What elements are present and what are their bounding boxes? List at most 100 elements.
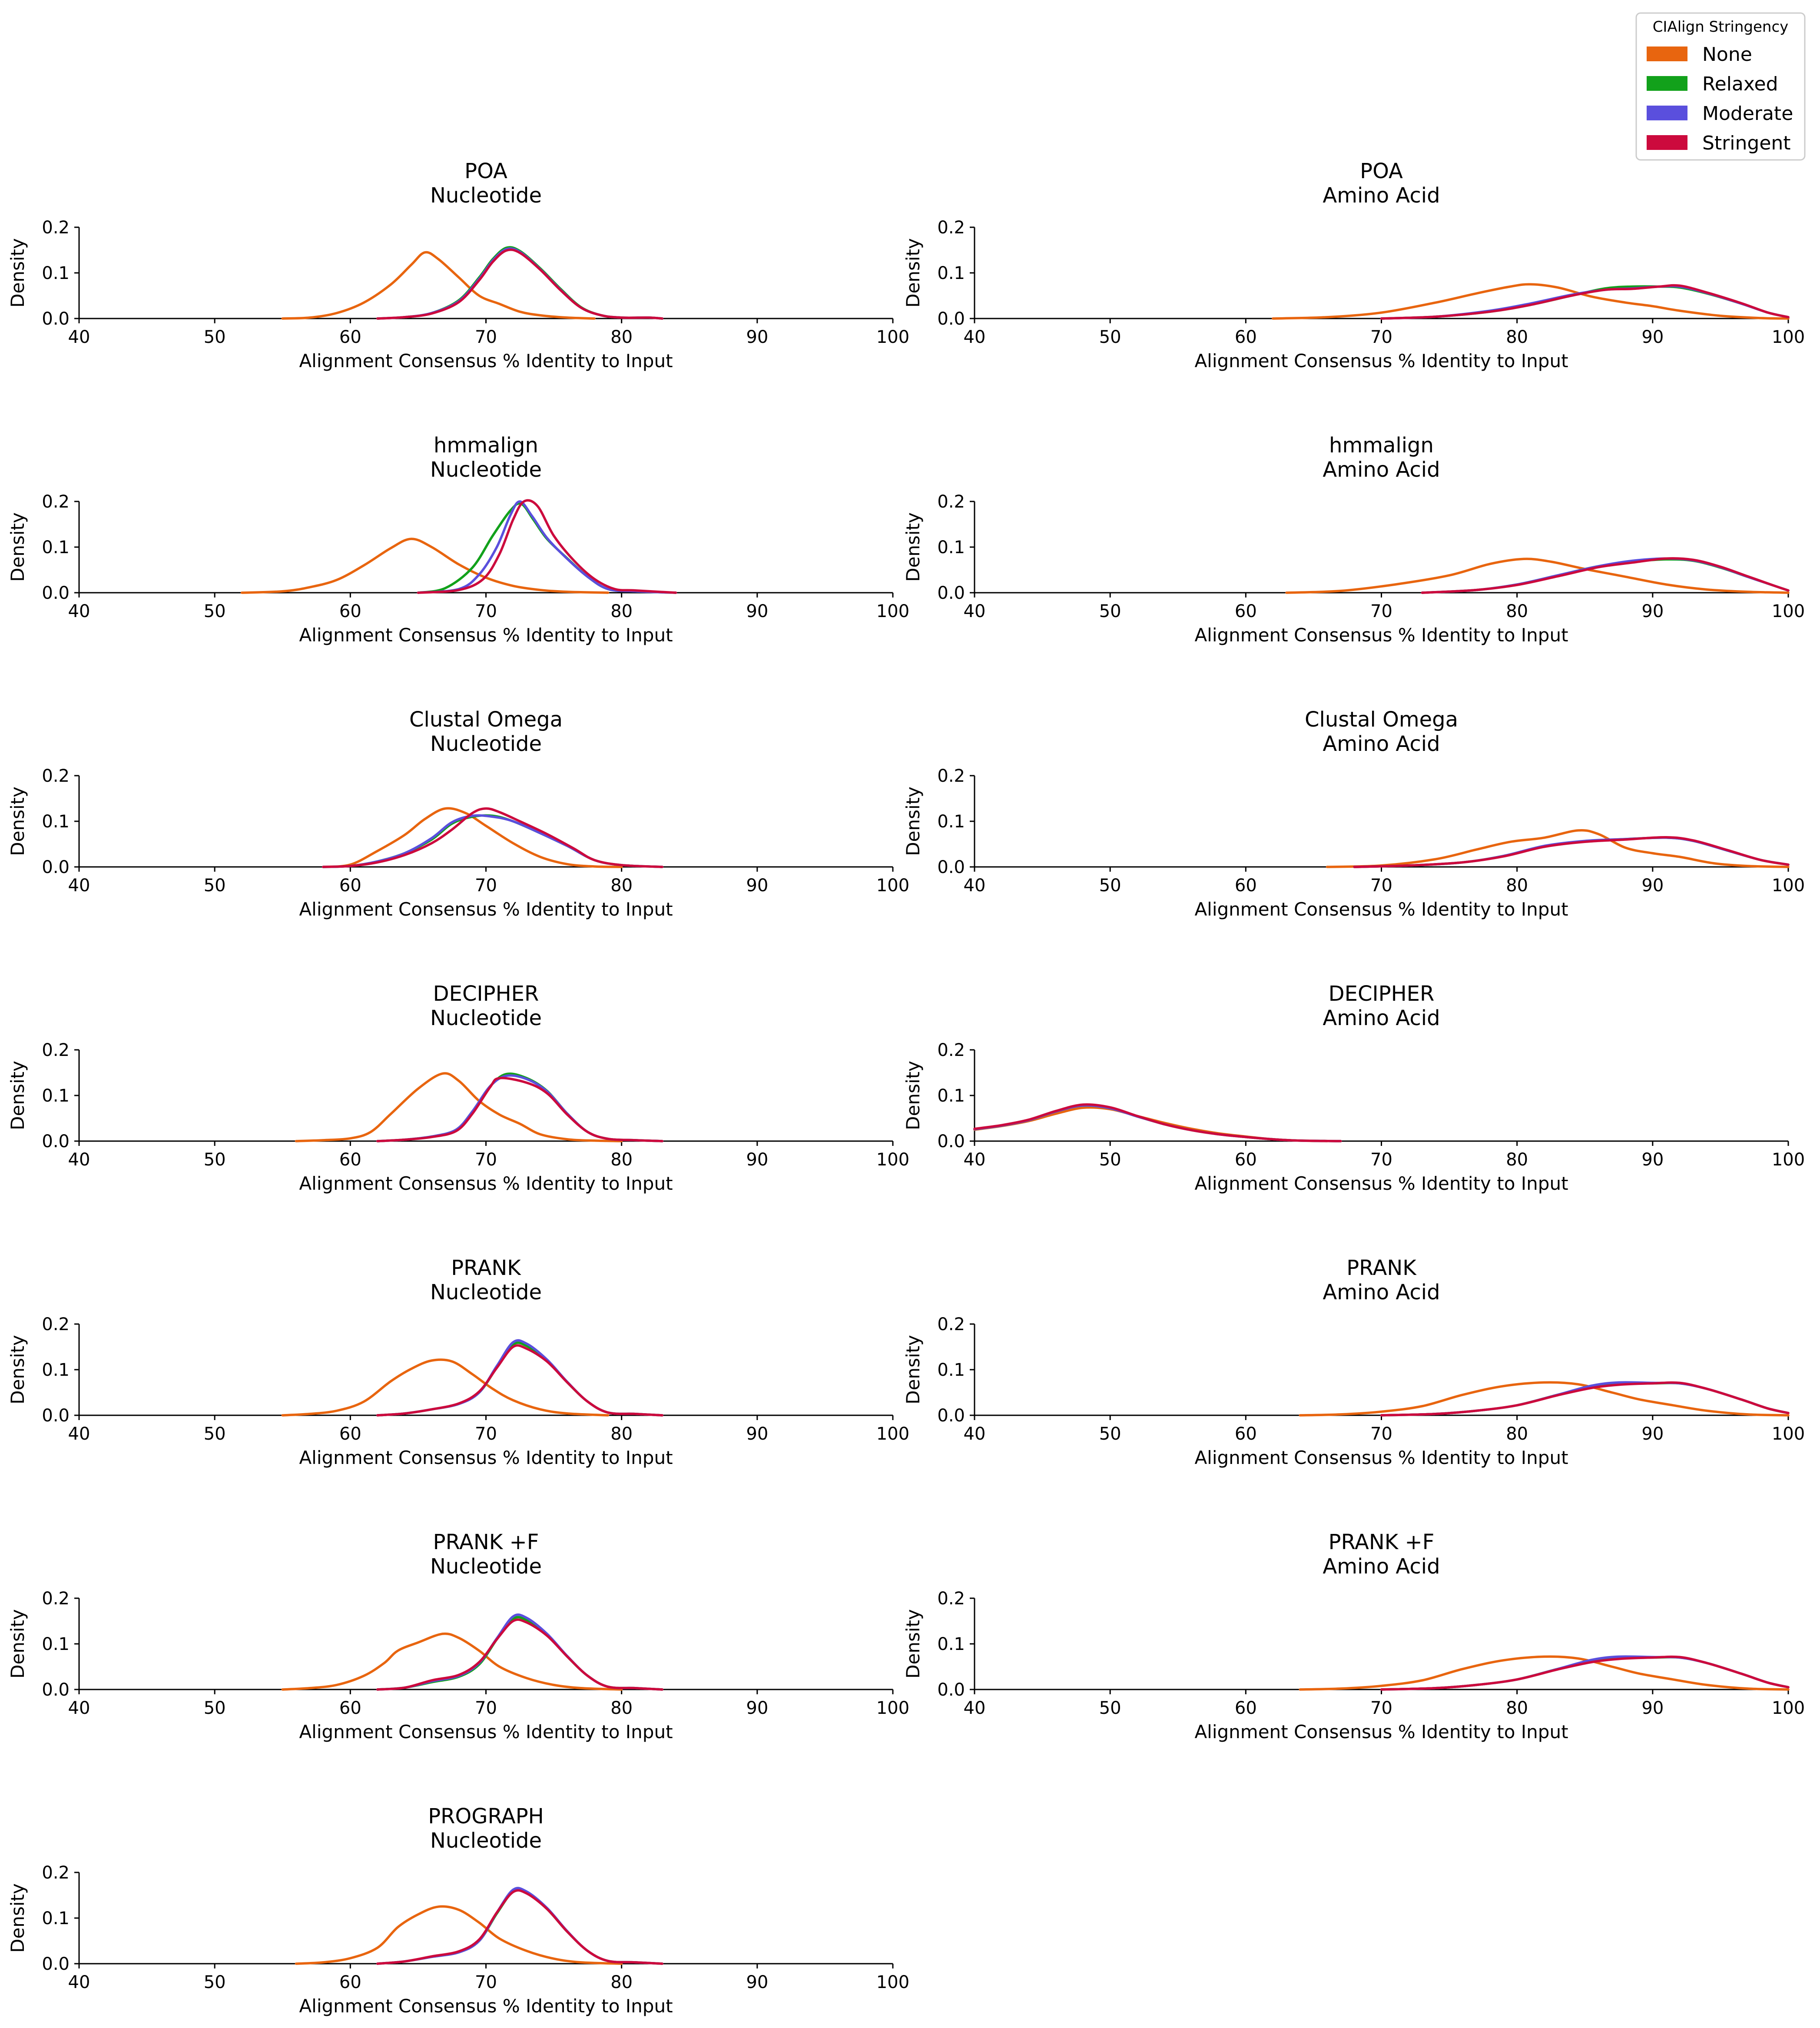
y-tick-label: 0.0 bbox=[42, 857, 70, 877]
x-tick-label: 90 bbox=[1641, 876, 1664, 896]
y-tick-label: 0.0 bbox=[42, 1132, 70, 1152]
panel-title: PRANK +F bbox=[433, 1530, 539, 1554]
panel-subtitle: Amino Acid bbox=[1323, 732, 1440, 756]
x-tick-label: 50 bbox=[204, 1698, 226, 1718]
x-tick-label: 50 bbox=[1099, 876, 1121, 896]
y-tick-label: 0.1 bbox=[937, 812, 965, 832]
x-tick-label: 100 bbox=[876, 327, 909, 347]
panel-subtitle: Nucleotide bbox=[430, 183, 542, 208]
y-tick-label: 0.0 bbox=[42, 1406, 70, 1426]
x-axis-label: Alignment Consensus % Identity to Input bbox=[299, 899, 673, 920]
y-tick-label: 0.0 bbox=[937, 1680, 965, 1700]
x-tick-label: 40 bbox=[964, 876, 986, 896]
x-tick-label: 50 bbox=[204, 1972, 226, 1992]
panel-title: DECIPHER bbox=[433, 982, 539, 1006]
series-line-relaxed bbox=[376, 1341, 664, 1417]
x-tick-label: 80 bbox=[610, 327, 633, 347]
y-tick-label: 0.2 bbox=[937, 218, 965, 238]
x-axis-label: Alignment Consensus % Identity to Input bbox=[1194, 350, 1568, 372]
x-tick-label: 80 bbox=[1506, 1424, 1528, 1444]
series-line-moderate bbox=[376, 1887, 664, 1965]
series-line-moderate bbox=[1380, 1655, 1790, 1691]
panel-title: Clustal Omega bbox=[1305, 707, 1458, 732]
x-tick-label: 40 bbox=[964, 601, 986, 621]
x-tick-label: 40 bbox=[964, 327, 986, 347]
series-line-moderate bbox=[376, 247, 664, 320]
series-line-relaxed bbox=[376, 246, 664, 320]
x-tick-label: 50 bbox=[1099, 327, 1121, 347]
series-line-stringent bbox=[376, 1618, 664, 1691]
x-tick-label: 100 bbox=[876, 1150, 909, 1170]
y-tick-label: 0.2 bbox=[42, 1863, 70, 1883]
y-axis-label: Density bbox=[902, 787, 924, 856]
x-tick-label: 60 bbox=[339, 1698, 361, 1718]
legend-entries: None Relaxed Moderate Stringent bbox=[1647, 43, 1793, 154]
y-axis-label: Density bbox=[7, 787, 28, 856]
y-axis-label: Density bbox=[7, 1883, 28, 1953]
series-line-none bbox=[281, 251, 596, 320]
y-axis-label: Density bbox=[7, 1609, 28, 1679]
panel-subtitle: Amino Acid bbox=[1323, 1554, 1440, 1579]
x-tick-label: 100 bbox=[876, 1698, 909, 1718]
x-axis-label: Alignment Consensus % Identity to Input bbox=[299, 350, 673, 372]
y-tick-label: 0.2 bbox=[42, 1589, 70, 1609]
x-tick-label: 60 bbox=[1235, 601, 1257, 621]
x-tick-label: 40 bbox=[964, 1150, 986, 1170]
y-tick-label: 0.1 bbox=[42, 1634, 70, 1654]
x-tick-label: 60 bbox=[1235, 1150, 1257, 1170]
series-line-moderate bbox=[1380, 1381, 1790, 1417]
panel-title: hmmalign bbox=[434, 433, 538, 458]
x-tick-label: 70 bbox=[1370, 1150, 1392, 1170]
x-tick-label: 70 bbox=[475, 327, 497, 347]
x-tick-label: 60 bbox=[339, 601, 361, 621]
y-tick-label: 0.1 bbox=[42, 263, 70, 283]
y-axis-label: Density bbox=[902, 1335, 924, 1404]
x-tick-label: 100 bbox=[876, 876, 909, 896]
series-line-stringent bbox=[1380, 1655, 1790, 1691]
x-tick-label: 100 bbox=[1772, 327, 1805, 347]
panel-subtitle: Amino Acid bbox=[1323, 1280, 1440, 1304]
x-tick-label: 50 bbox=[1099, 601, 1121, 621]
x-tick-label: 60 bbox=[339, 1150, 361, 1170]
x-tick-label: 70 bbox=[475, 1698, 497, 1718]
x-tick-label: 40 bbox=[68, 327, 90, 347]
x-axis-label: Alignment Consensus % Identity to Input bbox=[1194, 899, 1568, 920]
series-line-relaxed bbox=[376, 1072, 664, 1142]
x-tick-label: 90 bbox=[1641, 327, 1664, 347]
x-tick-label: 70 bbox=[475, 876, 497, 896]
legend-title: CIAlign Stringency bbox=[1653, 18, 1789, 36]
y-tick-label: 0.2 bbox=[937, 766, 965, 786]
x-tick-label: 90 bbox=[746, 327, 768, 347]
x-tick-label: 100 bbox=[876, 601, 909, 621]
x-tick-label: 50 bbox=[204, 1424, 226, 1444]
series-line-none bbox=[1326, 829, 1790, 868]
x-tick-label: 50 bbox=[204, 1150, 226, 1170]
series-line-moderate bbox=[376, 1613, 664, 1691]
series-line-relaxed bbox=[417, 502, 677, 594]
y-tick-label: 0.0 bbox=[937, 1406, 965, 1426]
y-axis-label: Density bbox=[7, 512, 28, 582]
x-axis-label: Alignment Consensus % Identity to Input bbox=[1194, 1721, 1568, 1743]
y-axis-label: Density bbox=[7, 1061, 28, 1130]
panel-title: PRANK bbox=[1346, 1256, 1417, 1280]
legend-label: None bbox=[1702, 43, 1752, 66]
x-tick-label: 80 bbox=[610, 1424, 633, 1444]
x-tick-label: 90 bbox=[1641, 1150, 1664, 1170]
series-line-relaxed bbox=[376, 1889, 664, 1965]
x-axis-label: Alignment Consensus % Identity to Input bbox=[1194, 1447, 1568, 1468]
x-tick-label: 60 bbox=[339, 1972, 361, 1992]
y-tick-label: 0.2 bbox=[42, 218, 70, 238]
x-tick-label: 70 bbox=[475, 601, 497, 621]
series-line-none bbox=[322, 807, 623, 868]
x-tick-label: 40 bbox=[68, 601, 90, 621]
